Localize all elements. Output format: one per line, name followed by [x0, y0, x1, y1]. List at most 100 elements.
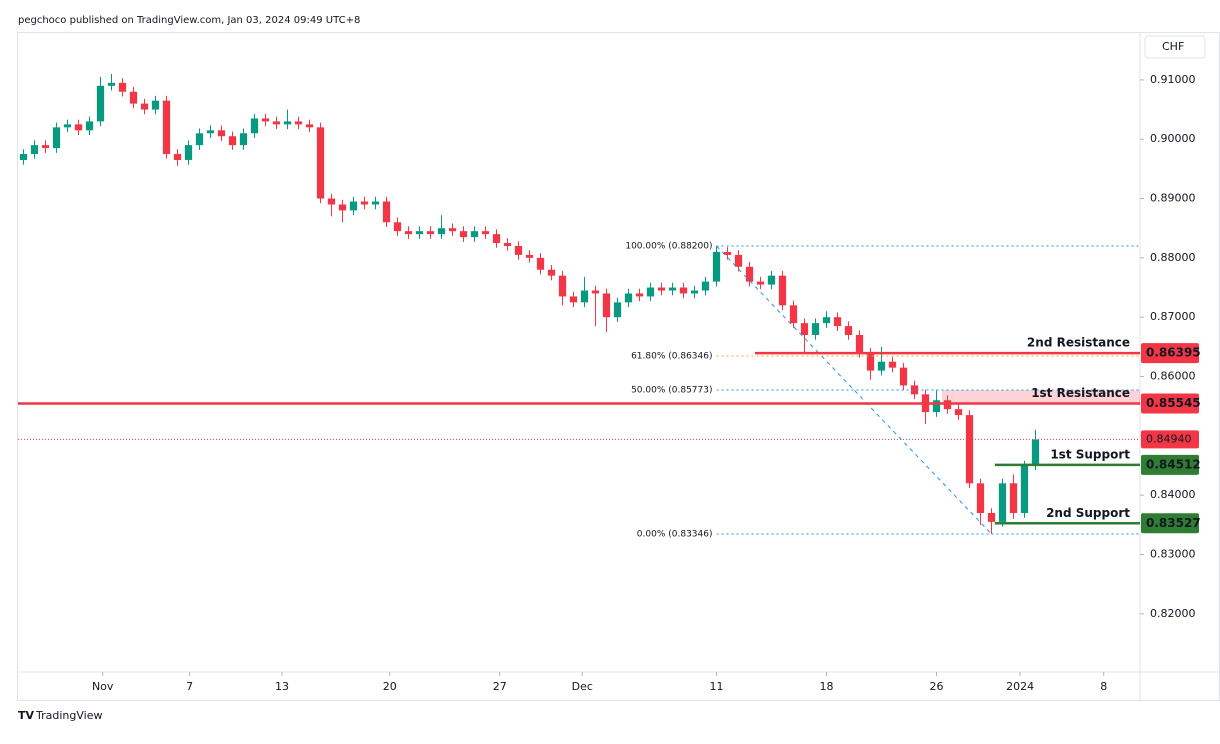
candle-body	[1020, 465, 1029, 513]
level-box	[1141, 513, 1199, 534]
candle-body	[833, 317, 842, 327]
candle-body	[393, 222, 402, 232]
frame	[17, 32, 1220, 701]
x-tick-label: 8	[1100, 680, 1107, 693]
candle-body	[404, 231, 413, 235]
x-tick-label: 7	[186, 680, 193, 693]
candle-body	[646, 287, 655, 297]
level-box	[1141, 454, 1199, 475]
header: pegchoco published on TradingView.com, J…	[18, 15, 360, 26]
candle-body	[316, 127, 325, 199]
candle-body	[1009, 483, 1018, 513]
candle-body	[261, 118, 270, 122]
candle-body	[195, 133, 204, 146]
candle-body	[734, 254, 743, 267]
y-tick-label: 0.82000	[1150, 607, 1196, 620]
candle-body	[877, 361, 886, 371]
candle-body	[767, 275, 776, 285]
candle-body	[470, 231, 479, 238]
candle-body	[107, 82, 116, 86]
candle-body	[723, 251, 732, 255]
candle-body	[382, 201, 391, 223]
candle-body	[910, 385, 919, 395]
y-tick-label: 0.90000	[1150, 132, 1196, 145]
candle-body	[162, 100, 171, 155]
candle-body	[778, 275, 787, 306]
resistance-zone	[942, 389, 1140, 404]
candle-body	[217, 130, 226, 137]
candle-body	[624, 293, 633, 303]
y-tick-label: 0.83000	[1150, 548, 1196, 561]
level-box	[1141, 343, 1199, 364]
candle-body	[327, 198, 336, 205]
logo: TV	[18, 709, 35, 722]
candle-body	[811, 323, 820, 335]
level-value: 0.85545	[1146, 396, 1201, 410]
candle-body	[998, 483, 1007, 522]
x-tick-label: 27	[493, 680, 507, 693]
candle-body	[294, 121, 303, 125]
y-tick-label: 0.84000	[1150, 488, 1196, 501]
x-tick-label: Dec	[572, 680, 593, 693]
level-name: 2nd Support	[1046, 506, 1130, 520]
level-name: 1st Resistance	[1031, 386, 1130, 400]
candle-body	[206, 130, 215, 134]
candle-body	[602, 293, 611, 318]
candle-body	[492, 234, 501, 244]
candle-body	[30, 145, 39, 155]
candle-body	[140, 103, 149, 110]
candle-body	[481, 231, 490, 235]
candle-body	[866, 352, 875, 371]
candle-body	[888, 361, 897, 368]
candle-body	[283, 121, 292, 125]
candle-body	[954, 409, 963, 416]
x-tick-label: 11	[710, 680, 724, 693]
candle-body	[184, 145, 193, 160]
candle-body	[448, 228, 457, 232]
candle-body	[305, 124, 314, 128]
candle-body	[426, 231, 435, 235]
candle-body	[822, 317, 831, 324]
y-tick-label: 0.88000	[1150, 251, 1196, 264]
last-price-box	[1141, 430, 1199, 449]
candle-body	[580, 290, 589, 303]
candle-body	[976, 483, 985, 513]
fib-label: 0.00% (0.83346)	[637, 529, 713, 539]
candle-body	[250, 118, 259, 134]
candle-body	[371, 201, 380, 205]
candle-body	[96, 85, 105, 122]
fib-label: 50.00% (0.85773)	[631, 385, 712, 395]
fib-label: 61.80% (0.86346)	[631, 352, 712, 362]
x-tick-label: Nov	[92, 680, 114, 693]
level-value: 0.86395	[1146, 346, 1201, 360]
currency: CHF	[1162, 40, 1184, 53]
candle-body	[41, 145, 50, 149]
candle-body	[349, 201, 358, 211]
candle-body	[525, 254, 534, 258]
candle-body	[239, 133, 248, 146]
candle-body	[74, 124, 83, 131]
candle-body	[855, 334, 864, 353]
x-tick-label: 26	[930, 680, 944, 693]
candle-body	[228, 136, 237, 146]
candle-body	[690, 290, 699, 294]
candle-body	[657, 287, 666, 291]
candle-body	[437, 228, 446, 235]
x-tick-label: 13	[275, 680, 289, 693]
candle-body	[118, 82, 127, 92]
y-tick-label: 0.86000	[1150, 370, 1196, 383]
y-tick-label: 0.91000	[1150, 73, 1196, 86]
candle-body	[789, 305, 798, 324]
candle-body	[459, 231, 468, 238]
x-tick-label: 20	[383, 680, 397, 693]
level-name: 2nd Resistance	[1027, 336, 1130, 350]
candle-body	[965, 415, 974, 484]
y-tick-label: 0.87000	[1150, 310, 1196, 323]
candle-body	[360, 201, 369, 205]
x-tick-label: 2024	[1006, 680, 1034, 693]
candle-body	[1031, 439, 1040, 466]
candle-body	[844, 326, 853, 335]
currency-box	[1144, 35, 1206, 59]
candle-body	[536, 257, 545, 270]
